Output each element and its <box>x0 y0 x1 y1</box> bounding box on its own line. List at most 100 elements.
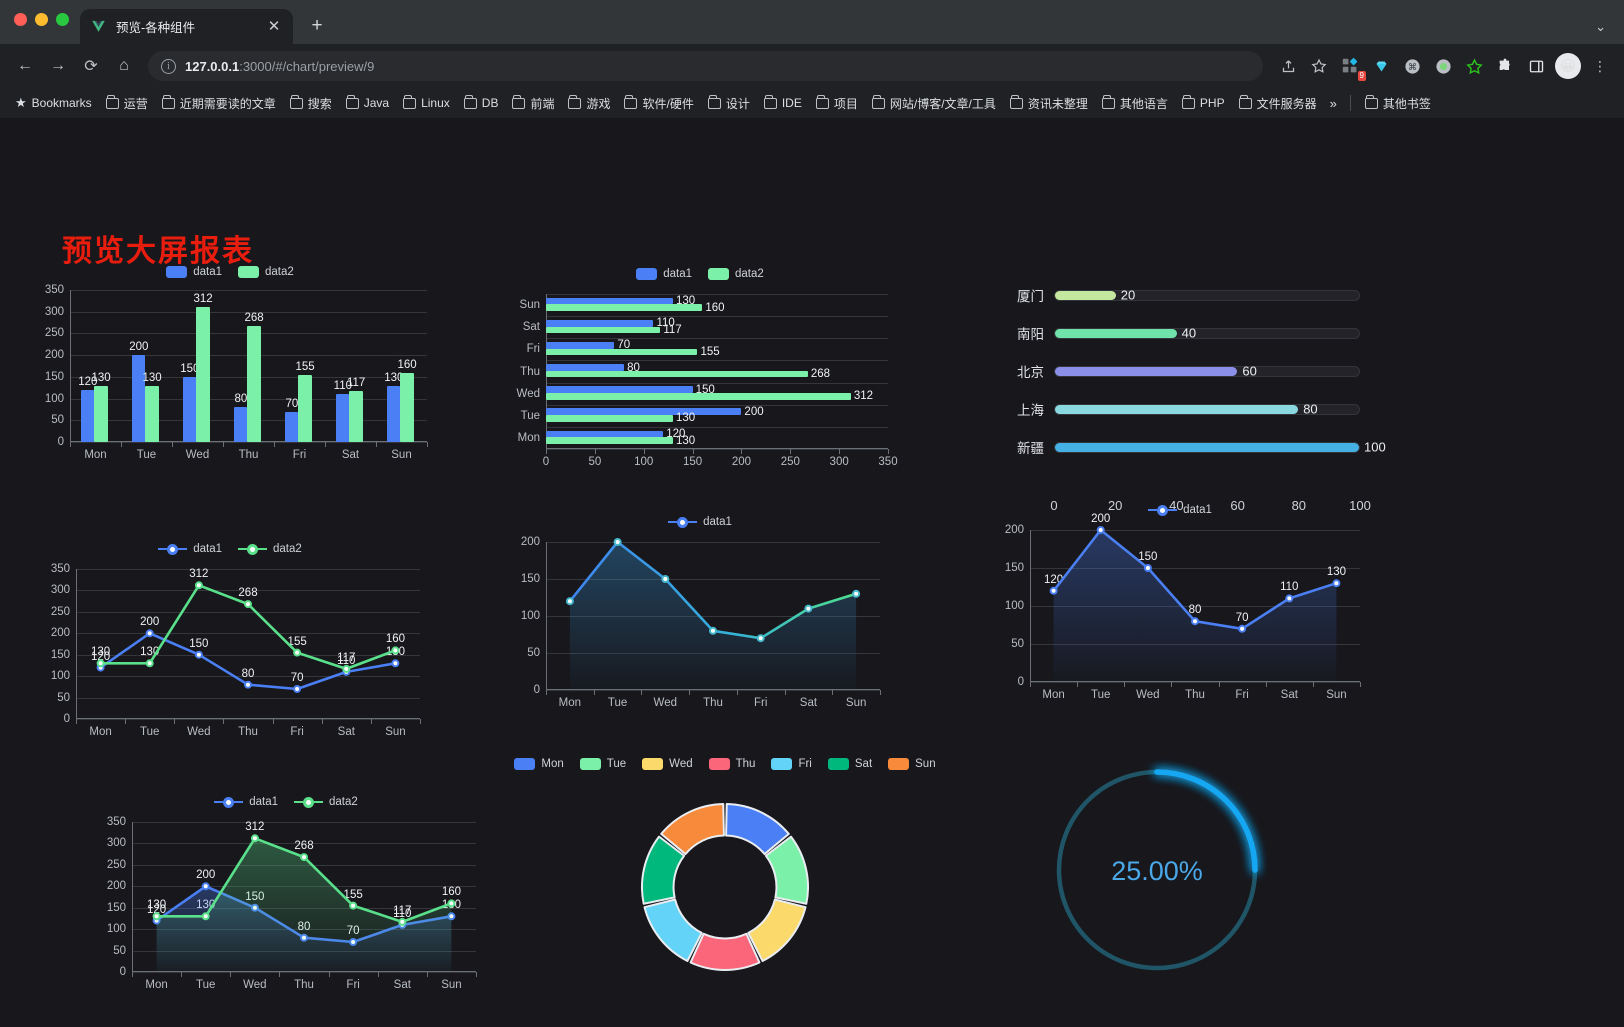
bookmarks-overflow-button[interactable]: » <box>1329 95 1337 111</box>
bar[interactable] <box>546 326 661 334</box>
legend-item[interactable]: data2 <box>708 268 764 280</box>
bar[interactable] <box>234 407 248 442</box>
legend-item[interactable]: Mon <box>514 758 564 770</box>
bar[interactable] <box>546 437 674 444</box>
bookmark-item[interactable]: 其他语言 <box>1096 92 1174 115</box>
maximize-window-button[interactable] <box>56 13 69 26</box>
legend-item[interactable]: Fri <box>771 758 812 770</box>
bookmark-item[interactable]: 文件服务器 <box>1233 92 1323 115</box>
data-point[interactable] <box>852 589 861 598</box>
bar[interactable] <box>546 297 674 305</box>
data-point[interactable] <box>293 685 302 693</box>
data-point[interactable] <box>300 853 308 862</box>
bar[interactable] <box>247 325 261 442</box>
data-point[interactable] <box>250 834 259 843</box>
legend-item[interactable]: Tue <box>579 758 626 770</box>
browser-menu-button[interactable]: ⋮ <box>1593 57 1607 74</box>
data-point[interactable] <box>145 629 154 638</box>
bookmark-item[interactable]: IDE <box>758 93 808 113</box>
legend-item[interactable]: data1 <box>214 796 278 808</box>
data-point[interactable] <box>661 575 670 583</box>
bookmark-item[interactable]: 网站/博客/文章/工具 <box>866 92 1002 115</box>
bookmark-item[interactable]: 项目 <box>810 92 864 115</box>
reload-button[interactable]: ⟳ <box>84 58 98 75</box>
bar[interactable] <box>546 430 664 438</box>
progress-track[interactable]: 60 <box>1054 364 1360 379</box>
forward-button[interactable]: → <box>50 57 66 74</box>
progress-track[interactable]: 40 <box>1054 326 1360 341</box>
command-icon[interactable]: ⌘ <box>1398 52 1426 80</box>
bar[interactable] <box>546 415 674 422</box>
legend-item[interactable]: data1 <box>1148 504 1212 516</box>
data-point[interactable] <box>145 659 154 668</box>
bar[interactable] <box>387 385 401 442</box>
data-point[interactable] <box>613 538 622 546</box>
site-info-icon[interactable]: i <box>161 58 176 74</box>
close-tab-button[interactable]: ✕ <box>267 18 281 35</box>
window-controls[interactable] <box>14 13 69 26</box>
minimize-window-button[interactable] <box>35 13 48 26</box>
donut-slice[interactable] <box>725 803 790 856</box>
data-point[interactable] <box>1191 617 1199 626</box>
bookmark-item[interactable]: DB <box>458 93 505 113</box>
bar[interactable] <box>546 304 703 312</box>
star-green-icon[interactable] <box>1460 52 1488 80</box>
bar[interactable] <box>400 372 414 442</box>
diamond-icon[interactable] <box>1367 52 1395 80</box>
bar[interactable] <box>546 370 808 378</box>
donut-slice[interactable] <box>764 835 809 905</box>
bar[interactable] <box>546 348 698 356</box>
data-point[interactable] <box>1049 586 1058 595</box>
data-point[interactable] <box>398 917 407 926</box>
bar[interactable] <box>546 386 693 393</box>
progress-track[interactable]: 100 <box>1054 440 1386 455</box>
bookmark-item[interactable]: Linux <box>397 93 456 113</box>
data-point[interactable] <box>1332 579 1341 588</box>
extensions-grid-icon[interactable]: 9 <box>1336 52 1366 81</box>
bar[interactable] <box>183 376 197 442</box>
data-point[interactable] <box>709 626 717 635</box>
bar[interactable] <box>546 319 654 327</box>
legend-item[interactable]: Sun <box>888 758 936 770</box>
new-tab-button[interactable]: + <box>311 15 323 36</box>
bookmark-item[interactable]: 近期需要读的文章 <box>156 92 282 115</box>
progress-track[interactable]: 80 <box>1054 402 1360 417</box>
bookmark-item[interactable]: 设计 <box>702 92 756 115</box>
legend-item[interactable]: data1 <box>668 516 732 528</box>
sidebar-icon[interactable] <box>1522 52 1550 80</box>
chevron-down-icon[interactable]: ⌄ <box>1595 19 1606 34</box>
data-point[interactable] <box>342 664 351 673</box>
progress-track[interactable]: 20 <box>1054 288 1360 303</box>
share-icon[interactable] <box>1274 52 1302 80</box>
legend-item[interactable]: data1 <box>636 268 692 280</box>
data-point[interactable] <box>194 581 203 590</box>
bar[interactable] <box>285 411 299 442</box>
other-bookmarks-button[interactable]: 其他书签 <box>1359 92 1437 115</box>
data-point[interactable] <box>349 901 358 910</box>
data-point[interactable] <box>447 899 456 908</box>
data-point[interactable] <box>1238 624 1247 633</box>
bookmark-item[interactable]: 前端 <box>506 92 560 115</box>
data-point[interactable] <box>756 634 765 643</box>
legend-item[interactable]: Wed <box>642 758 693 770</box>
bar[interactable] <box>196 306 210 442</box>
bar[interactable] <box>546 392 851 400</box>
data-point[interactable] <box>1285 594 1294 603</box>
home-button[interactable]: ⌂ <box>119 57 129 74</box>
data-point[interactable] <box>565 597 574 606</box>
bookmark-item[interactable]: 运营 <box>100 92 154 115</box>
data-point[interactable] <box>804 604 813 613</box>
browser-tab[interactable]: 预览-各种组件 ✕ <box>80 9 293 44</box>
data-point[interactable] <box>201 882 210 891</box>
bookmark-star-icon[interactable] <box>1305 52 1333 80</box>
legend-item[interactable]: data1 <box>166 266 222 278</box>
bar[interactable] <box>336 394 350 442</box>
data-point[interactable] <box>152 912 161 921</box>
donut-slice[interactable] <box>643 898 703 963</box>
legend-item[interactable]: data1 <box>158 543 222 555</box>
data-point[interactable] <box>96 659 105 668</box>
address-bar[interactable]: i 127.0.0.1:3000/#/chart/preview/9 <box>148 51 1263 81</box>
bar[interactable] <box>349 391 363 442</box>
bar[interactable] <box>546 364 625 371</box>
bookmark-item[interactable]: 游戏 <box>562 92 616 115</box>
